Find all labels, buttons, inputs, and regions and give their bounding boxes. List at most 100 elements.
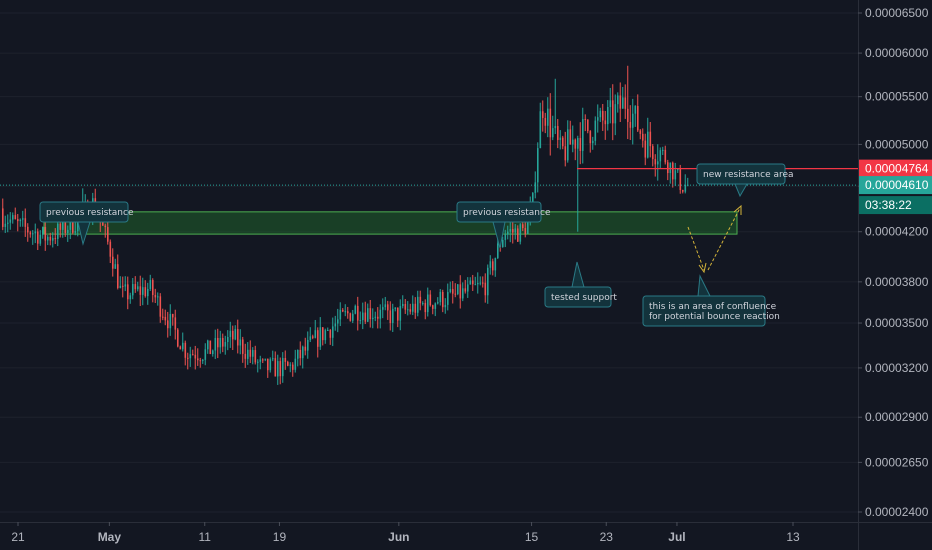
candle-body xyxy=(469,280,472,285)
candle-body xyxy=(67,229,69,233)
candle-body xyxy=(314,330,317,338)
callout: previous resistance xyxy=(456,201,551,249)
candle-body xyxy=(137,286,139,290)
candle-body xyxy=(29,232,32,235)
x-tick-label: 11 xyxy=(199,530,212,544)
x-tick-label: May xyxy=(98,530,122,544)
callout: tested support xyxy=(544,261,617,308)
candle-body xyxy=(329,329,332,338)
candle-body xyxy=(307,339,309,351)
candle-body xyxy=(77,216,79,232)
candle-body xyxy=(27,226,29,233)
candle-body xyxy=(532,192,534,207)
candle-body xyxy=(212,350,214,355)
candle-body xyxy=(647,131,649,158)
candle-body xyxy=(34,231,37,234)
candle-body xyxy=(74,231,77,233)
candle-body xyxy=(317,330,319,347)
candle-body xyxy=(277,361,279,377)
candle-body xyxy=(239,339,242,346)
callout-box xyxy=(456,201,542,223)
candle-body xyxy=(244,353,247,359)
candle-body xyxy=(172,314,174,318)
candle-body xyxy=(622,97,624,109)
candle-body xyxy=(14,215,17,220)
candle-body xyxy=(214,337,217,351)
candle-body xyxy=(679,168,682,191)
countdown-badge: 03:38:22 xyxy=(865,198,912,212)
candle-body xyxy=(604,120,607,125)
candle-body xyxy=(684,184,687,192)
candle-body xyxy=(319,327,322,347)
candle-body xyxy=(292,364,294,370)
candle-body xyxy=(552,128,554,138)
candle-body xyxy=(49,236,52,241)
candle-body xyxy=(289,364,292,366)
candle-body xyxy=(534,182,537,193)
candle-body xyxy=(324,330,327,341)
candle-body xyxy=(412,303,414,312)
candle-body xyxy=(192,354,194,356)
candle-body xyxy=(189,354,192,359)
projection-down-arrowhead xyxy=(698,262,707,274)
candle-body xyxy=(402,303,404,307)
y-tick-label: 0.00003200 xyxy=(865,361,929,375)
candle-body xyxy=(527,216,529,234)
candle-body xyxy=(187,357,189,359)
candle-body xyxy=(122,285,124,287)
candle-body xyxy=(377,316,379,319)
candle-body xyxy=(447,292,449,305)
callout: previous resistance xyxy=(39,201,134,246)
callout-text: previous resistance xyxy=(46,208,134,218)
callout-pointer xyxy=(571,261,585,288)
candle-body xyxy=(389,310,392,324)
candle-body xyxy=(164,316,167,321)
candle-body xyxy=(407,309,409,311)
x-tick-label: Jun xyxy=(388,530,409,544)
x-axis[interactable]: 21 May 11 19 Jun 15 23 Jul 13 xyxy=(11,522,800,544)
y-axis[interactable]: 0.00006500 0.00006000 0.00005500 0.00005000… xyxy=(858,6,929,519)
candle-body xyxy=(474,284,477,286)
x-tick-label: 21 xyxy=(11,530,25,544)
candle-body xyxy=(359,320,362,322)
last-price-badge: 0.00004610 xyxy=(865,178,929,192)
candle-body xyxy=(467,284,469,292)
candle-body xyxy=(69,216,72,230)
candle-body xyxy=(37,231,39,244)
candle-body xyxy=(677,168,679,171)
candle-body xyxy=(574,139,577,149)
candle-body xyxy=(454,293,457,295)
candle-body xyxy=(682,190,684,192)
candle-body xyxy=(247,349,249,359)
current-price-badge: 0.00004764 xyxy=(865,162,929,176)
callout-pointer xyxy=(77,221,91,246)
candle-body xyxy=(327,329,329,331)
candle-body xyxy=(217,337,219,348)
callout-text: this is an area of confluence xyxy=(649,302,777,312)
candle-body xyxy=(664,149,667,163)
candle-body xyxy=(597,117,599,121)
candle-body xyxy=(507,231,509,235)
candle-body xyxy=(504,234,507,240)
candle-body xyxy=(517,228,519,242)
candle-body xyxy=(147,288,149,297)
candle-body xyxy=(54,238,57,240)
candle-body xyxy=(4,223,7,227)
candle-body xyxy=(204,349,207,360)
candle-body xyxy=(539,111,542,149)
annotations: previous resistance previous resistance te… xyxy=(39,163,794,327)
candle-body xyxy=(479,282,482,284)
support-zone xyxy=(43,211,738,235)
candle-body xyxy=(339,309,342,320)
candle-body xyxy=(287,361,289,366)
projection-up-arrowhead xyxy=(733,204,742,215)
candle-body xyxy=(457,284,459,295)
candle-body xyxy=(592,140,594,144)
candle-body xyxy=(322,327,324,341)
candle-body xyxy=(107,227,109,242)
candle-body xyxy=(129,295,132,300)
candle-body xyxy=(157,296,159,298)
